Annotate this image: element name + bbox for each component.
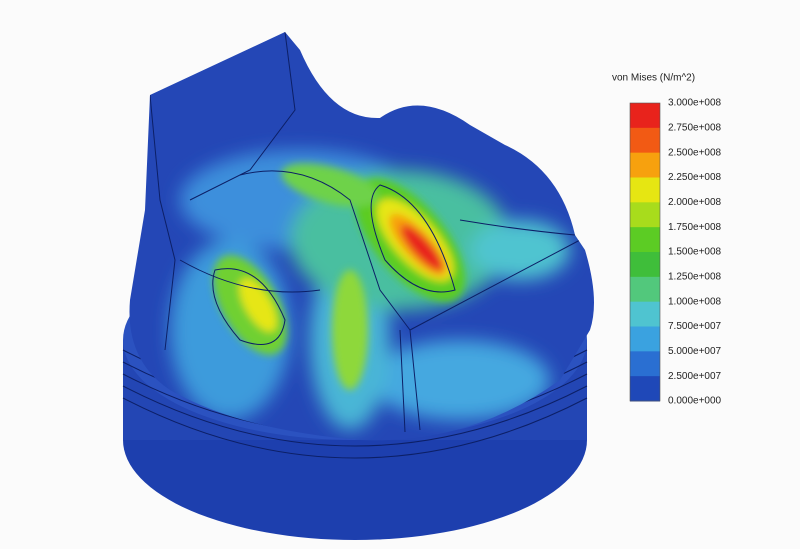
legend-swatch: [630, 127, 660, 154]
legend-label: 2.750e+008: [668, 122, 722, 133]
legend-label: 1.000e+008: [668, 296, 722, 307]
legend-label: 7.500e+007: [668, 321, 722, 332]
legend: von Mises (N/m^2) 3.000e+008 2.750e+008 2.…: [612, 73, 722, 407]
legend-label: 2.500e+007: [668, 371, 722, 382]
legend-label: 2.250e+008: [668, 172, 722, 183]
piston: [122, 32, 594, 540]
legend-swatch: [630, 301, 660, 327]
legend-swatch: [630, 326, 660, 352]
legend-swatch: [630, 227, 660, 253]
legend-swatch: [630, 252, 660, 278]
legend-title: von Mises (N/m^2): [612, 73, 695, 84]
legend-swatch: [630, 152, 660, 178]
legend-label: 2.500e+008: [668, 147, 722, 158]
legend-label: 0.000e+000: [668, 396, 722, 407]
legend-label: 5.000e+007: [668, 346, 722, 357]
legend-label: 2.000e+008: [668, 197, 722, 208]
legend-frame: [629, 102, 661, 402]
legend-label: 3.000e+008: [668, 98, 722, 109]
legend-label: 1.500e+008: [668, 247, 722, 258]
legend-swatch: [630, 177, 660, 203]
legend-label: 1.750e+008: [668, 222, 722, 233]
legend-label: 1.250e+008: [668, 271, 722, 282]
legend-swatch: [630, 376, 660, 402]
legend-swatch: [630, 103, 660, 129]
legend-swatch: [630, 202, 660, 228]
legend-swatch: [630, 351, 660, 377]
legend-swatch: [630, 276, 660, 303]
